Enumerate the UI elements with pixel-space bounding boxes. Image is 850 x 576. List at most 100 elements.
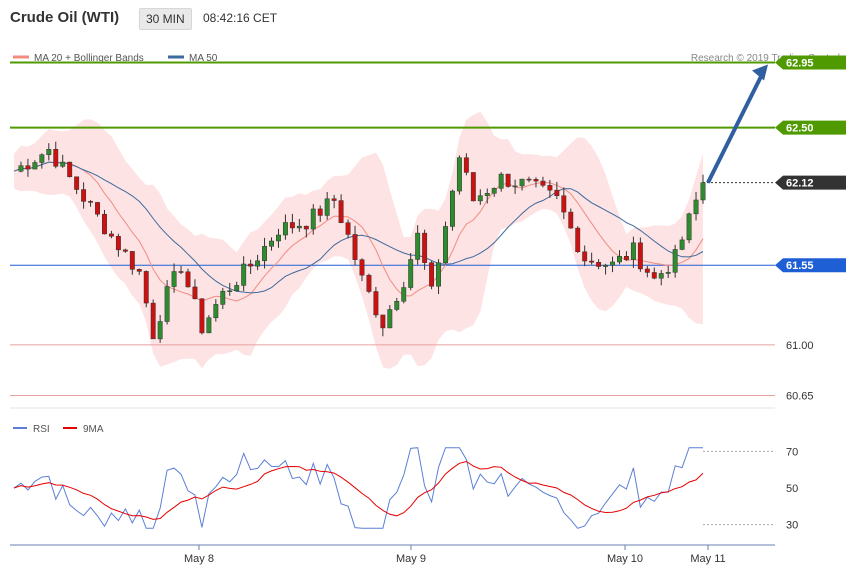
candle-body bbox=[359, 259, 365, 276]
candle-body bbox=[561, 195, 567, 213]
candle bbox=[108, 230, 114, 239]
candle bbox=[498, 172, 504, 192]
timeframe-selector[interactable]: 30 MIN bbox=[139, 8, 192, 30]
candle-body bbox=[651, 272, 657, 279]
resistance-price-tag-label: 62.50 bbox=[786, 123, 814, 135]
candle bbox=[519, 178, 525, 191]
resistance-price-tag-label: 62.95 bbox=[786, 57, 814, 69]
candle bbox=[206, 315, 212, 334]
candle-body bbox=[310, 208, 316, 230]
projection-arrow-head bbox=[752, 64, 768, 81]
candle bbox=[630, 236, 636, 268]
price-legend: MA 20 + Bollinger Bands MA 50 Research ©… bbox=[13, 53, 840, 64]
candle-body bbox=[623, 256, 629, 260]
candle-body bbox=[637, 242, 643, 270]
candle bbox=[32, 160, 38, 170]
candle bbox=[617, 250, 622, 265]
candle bbox=[122, 248, 128, 253]
ma50-line bbox=[13, 161, 704, 294]
candle bbox=[310, 204, 316, 235]
candle bbox=[88, 200, 94, 207]
time-axis-label: May 9 bbox=[396, 553, 426, 565]
candle bbox=[213, 299, 219, 322]
candle-body bbox=[199, 298, 205, 334]
candle bbox=[324, 191, 330, 220]
legend-ma50-label: MA 50 bbox=[189, 53, 218, 64]
candle bbox=[338, 194, 344, 224]
candle bbox=[533, 177, 539, 188]
candle-body bbox=[491, 188, 497, 194]
candle-body bbox=[46, 148, 52, 155]
candle-body bbox=[658, 273, 664, 279]
candle bbox=[658, 270, 664, 286]
candle bbox=[157, 314, 163, 343]
rsi-tick-label: 70 bbox=[786, 446, 798, 458]
candle bbox=[199, 298, 205, 335]
candle-body bbox=[108, 233, 114, 237]
candle bbox=[623, 251, 629, 261]
candle bbox=[477, 189, 483, 205]
candle bbox=[102, 209, 107, 235]
candle-body bbox=[693, 199, 699, 215]
candle-body bbox=[185, 271, 191, 288]
candle bbox=[303, 225, 309, 238]
candle-body bbox=[463, 157, 469, 173]
candle-body bbox=[324, 198, 330, 216]
candle-body bbox=[603, 264, 609, 267]
candle bbox=[526, 176, 532, 183]
candle-body bbox=[262, 246, 267, 262]
last-price-price-tag-label: 62.12 bbox=[786, 178, 814, 190]
last-price-price-tag bbox=[775, 175, 846, 190]
candle bbox=[547, 179, 553, 198]
candle-body bbox=[665, 272, 671, 274]
candle-body bbox=[234, 285, 240, 291]
candle bbox=[679, 236, 685, 251]
candle-body bbox=[129, 251, 135, 270]
bollinger-bands bbox=[14, 111, 703, 369]
candle-body bbox=[686, 213, 692, 241]
candle-body bbox=[276, 234, 281, 242]
candle bbox=[672, 244, 678, 278]
candle-body bbox=[143, 271, 149, 304]
candle-body bbox=[213, 304, 219, 319]
candle-body bbox=[18, 165, 24, 172]
candle bbox=[136, 268, 142, 275]
candle-body bbox=[282, 222, 288, 236]
resistance-price-tag bbox=[775, 55, 846, 70]
candle-body bbox=[39, 154, 45, 163]
candle bbox=[505, 173, 511, 188]
candle-body bbox=[554, 189, 560, 196]
legend-ma20-label: MA 20 + Bollinger Bands bbox=[34, 53, 144, 64]
candle-body bbox=[157, 321, 163, 340]
candle-body bbox=[477, 195, 483, 202]
candle bbox=[81, 182, 87, 209]
candle-body bbox=[484, 193, 490, 196]
candle-body bbox=[32, 162, 38, 170]
candle bbox=[46, 143, 52, 161]
candle-body bbox=[192, 286, 198, 300]
candle-body bbox=[512, 185, 518, 188]
projection-arrow bbox=[706, 64, 768, 184]
candle-body bbox=[498, 173, 504, 189]
candle-body bbox=[672, 249, 678, 273]
rsi-tick-label: 30 bbox=[786, 520, 798, 532]
candle bbox=[693, 191, 699, 221]
support-level-label: 60.65 bbox=[786, 391, 814, 403]
candle bbox=[429, 261, 435, 290]
candle bbox=[491, 187, 497, 197]
candle bbox=[603, 263, 609, 275]
candle bbox=[380, 314, 386, 337]
candle bbox=[171, 263, 177, 293]
candle-body bbox=[296, 225, 302, 229]
candle-body bbox=[60, 161, 66, 167]
candle-body bbox=[115, 236, 121, 251]
candle-body bbox=[269, 240, 274, 247]
candle bbox=[67, 161, 73, 178]
candle-body bbox=[74, 176, 80, 190]
candle-body bbox=[387, 309, 393, 329]
candle-body bbox=[25, 165, 31, 170]
candle bbox=[561, 187, 567, 220]
candle-body bbox=[122, 249, 128, 252]
pivot-price-tag-label: 61.55 bbox=[786, 260, 814, 272]
support-level-label: 61.00 bbox=[786, 340, 814, 352]
